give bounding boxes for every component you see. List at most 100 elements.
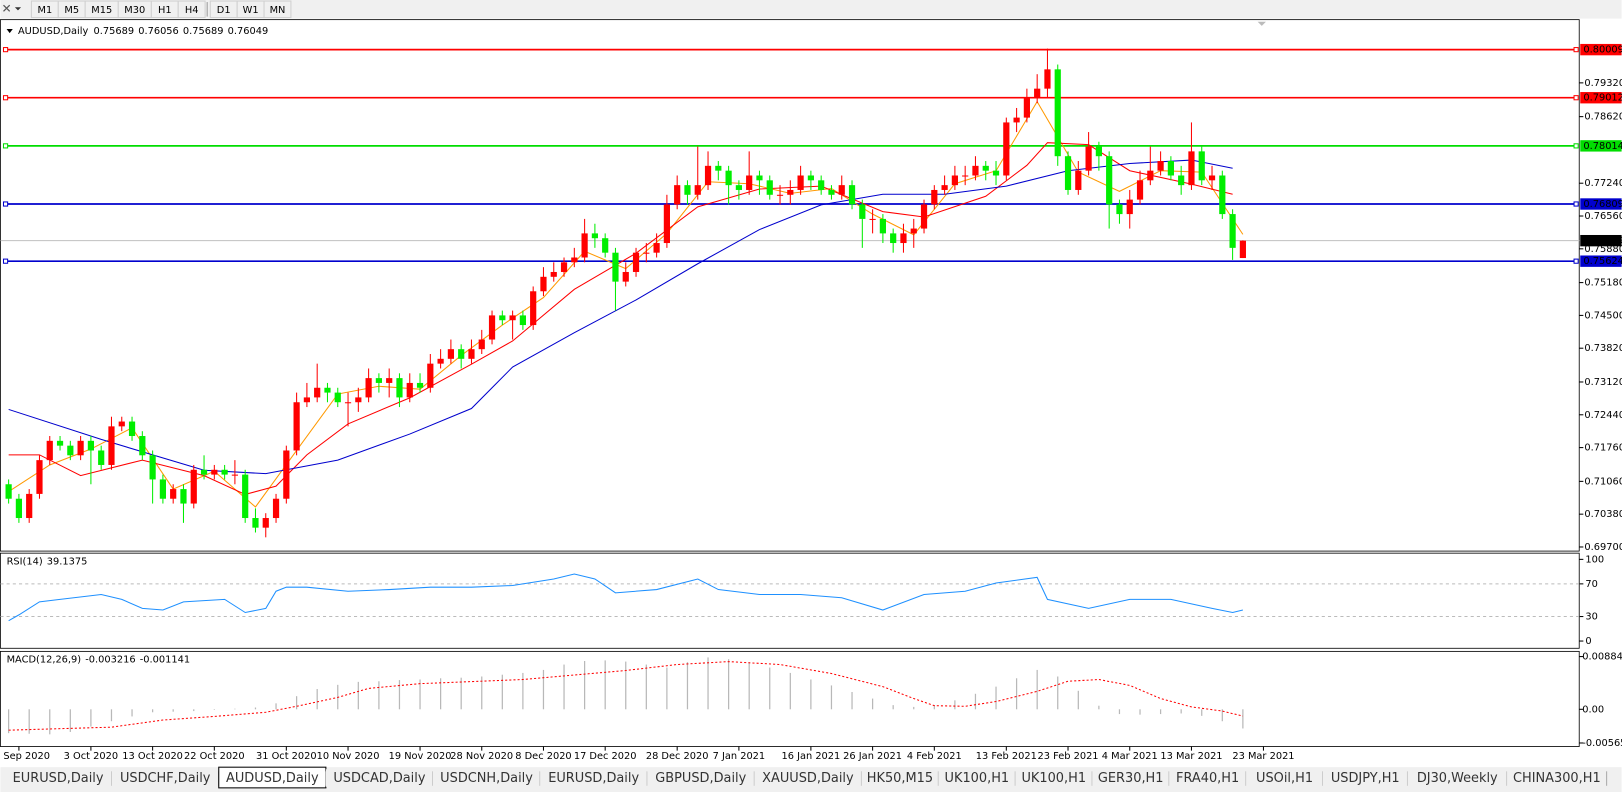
symbol-tab[interactable] <box>938 769 1016 787</box>
tab-label: UK100,H1 <box>1021 771 1086 786</box>
symbol-tab[interactable] <box>754 769 862 787</box>
candle-body <box>355 397 362 403</box>
candle-body <box>602 238 609 253</box>
symbol-tab[interactable] <box>4 769 112 787</box>
y-tick-label: 30 <box>1585 612 1598 623</box>
candle-body <box>1085 146 1092 171</box>
candle-body <box>1178 175 1185 186</box>
candle-body <box>1229 214 1236 248</box>
level-price-box <box>1580 43 1622 56</box>
x-tick-label: 10 Nov 2020 <box>317 751 380 762</box>
level-price-box <box>1580 140 1622 152</box>
symbol-tab[interactable] <box>1092 769 1170 787</box>
candle-body <box>447 349 454 359</box>
level-handle <box>1573 258 1579 264</box>
candle-body <box>180 489 187 504</box>
candle-body <box>725 170 732 186</box>
symbol-tab[interactable] <box>111 769 219 787</box>
candle-body <box>756 175 763 181</box>
timeframe-label: M15 <box>91 5 112 16</box>
candle-body <box>242 474 249 519</box>
tab-label: GBPUSD,Daily <box>655 771 746 786</box>
symbol: AUDUSD,Daily <box>18 26 89 37</box>
y-tick-label: 0 <box>1585 636 1591 647</box>
symbol-tab[interactable] <box>1407 769 1508 787</box>
y-tick-label: 0.69700 <box>1584 542 1622 553</box>
timeframe-button[interactable] <box>177 0 206 19</box>
candle-body <box>458 349 465 359</box>
tab-label: UK100,H1 <box>945 771 1010 786</box>
symbol-tab[interactable] <box>432 769 541 787</box>
candle-body <box>283 450 290 499</box>
toolbar-dropdown[interactable] <box>14 7 22 11</box>
symbol-tab[interactable] <box>1246 769 1324 787</box>
candle-body <box>478 339 485 350</box>
symbol-tab[interactable] <box>325 769 433 787</box>
symbol-tab[interactable] <box>1323 769 1408 787</box>
candle-body <box>530 291 537 326</box>
tab-label: EURUSD,Daily <box>13 771 104 786</box>
candle-body <box>108 426 115 465</box>
macd-signal <box>8 661 1244 731</box>
symbol-tab[interactable] <box>1507 769 1607 787</box>
tab-label: DJ30,Weekly <box>1417 771 1498 786</box>
toolbar-icon[interactable] <box>3 4 11 12</box>
level-handle <box>1573 201 1579 207</box>
candle-body <box>252 518 259 528</box>
symbol-tab[interactable] <box>540 769 648 787</box>
tab-label: XAUUSD,Daily <box>762 771 854 786</box>
candle-body <box>1208 175 1216 181</box>
candle-body <box>159 479 167 499</box>
level-price-box <box>1580 198 1622 210</box>
candle-body <box>77 440 84 456</box>
candle-body <box>15 498 23 519</box>
candle-body <box>1003 122 1010 176</box>
main-panel <box>0 19 1580 552</box>
level-handle <box>2 95 9 101</box>
symbol-tab[interactable] <box>1169 769 1247 787</box>
candle-body <box>1167 161 1174 176</box>
candle-body <box>98 450 105 465</box>
candle-body <box>375 378 382 383</box>
y-tick-label: 0.75180 <box>1584 278 1622 289</box>
candle-body <box>869 218 876 220</box>
tab-label: USDJPY,H1 <box>1331 771 1400 786</box>
candle-body <box>344 402 352 404</box>
candle-body <box>221 469 228 475</box>
candle-body <box>632 252 640 272</box>
candle-body <box>828 189 835 195</box>
x-tick-label: 13 Oct 2020 <box>122 751 183 762</box>
chart-header: AUDUSD,Daily 0.75689 0.76056 0.75689 0.76049 <box>18 26 268 37</box>
candle-body <box>406 382 413 398</box>
x-tick-label: 3 Oct 2020 <box>64 751 118 762</box>
symbol-tab[interactable] <box>1015 769 1093 787</box>
candle-body <box>1239 240 1246 259</box>
y-tick-label: 0.72440 <box>1584 410 1622 421</box>
candle-body <box>910 228 917 234</box>
symbol-tab[interactable] <box>861 769 939 787</box>
x-tick-label: 16 Jan 2021 <box>781 751 840 762</box>
close: 0.76049 <box>228 26 269 37</box>
x-tick-label: 23 Mar 2021 <box>1232 751 1294 762</box>
y-tick-label: -0.00565 <box>1582 738 1622 749</box>
candle-body <box>694 185 701 195</box>
candle-body <box>1147 170 1154 181</box>
candle-body <box>499 315 506 321</box>
timeframe-label: M30 <box>124 5 145 16</box>
moving-average <box>8 159 1233 475</box>
candle-body <box>715 165 722 171</box>
candle-body <box>509 315 516 321</box>
candle-body <box>890 233 897 244</box>
timeframe-button[interactable] <box>263 0 292 19</box>
x-tick-label: 26 Jan 2021 <box>843 751 902 762</box>
candle-body <box>746 175 753 190</box>
candle-body <box>982 165 989 171</box>
candle-body <box>1188 151 1195 186</box>
candle-body <box>139 436 146 456</box>
candle-body <box>807 175 814 181</box>
x-tick-label: 4 Feb 2021 <box>907 751 962 762</box>
candle-body <box>128 421 136 437</box>
macd-main: -0.003216 <box>85 655 135 666</box>
symbol-tab[interactable] <box>647 769 755 787</box>
